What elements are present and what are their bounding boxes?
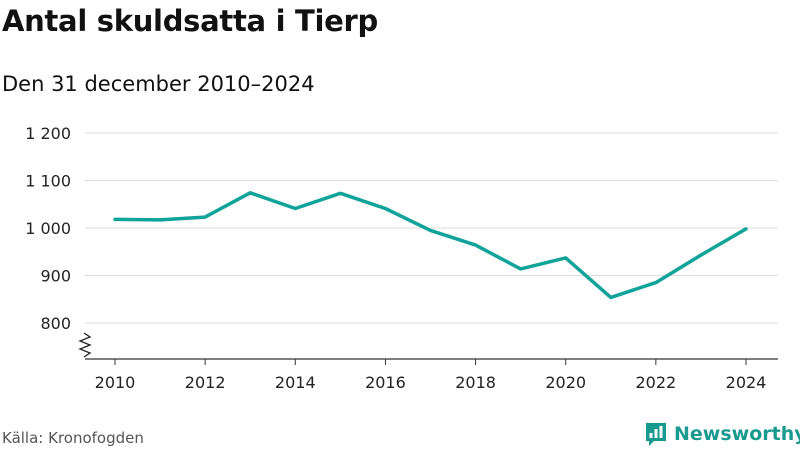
y-tick-label: 900 <box>40 267 71 286</box>
y-tick-label: 1 100 <box>25 172 71 191</box>
series-layer <box>113 191 748 300</box>
y-tick-label: 1 000 <box>25 219 71 238</box>
series-line-0 <box>113 191 748 300</box>
y-axis-labels: 800 900 1 000 1 100 1 200 <box>25 124 71 333</box>
x-tick-label: 2022 <box>635 373 676 392</box>
axis-break-icon <box>78 332 92 358</box>
data-point-2021 <box>609 295 613 299</box>
x-tick-label: 2012 <box>185 373 226 392</box>
data-point-2011 <box>158 218 162 222</box>
source-note: Källa: Kronofogden <box>2 429 144 447</box>
y-tick-label: 1 200 <box>25 124 71 143</box>
newsworthy-logo-icon <box>646 423 666 446</box>
data-point-2014 <box>293 207 297 211</box>
data-point-2018 <box>474 243 478 247</box>
grid-lines <box>85 132 778 324</box>
data-point-2019 <box>519 267 523 271</box>
data-point-2010 <box>113 217 117 221</box>
x-tick-label: 2014 <box>275 373 316 392</box>
x-tick-label: 2016 <box>365 373 406 392</box>
brand-logo: Newsworthy <box>644 420 800 448</box>
data-point-2017 <box>429 228 432 232</box>
data-point-2023 <box>699 253 703 257</box>
data-point-2015 <box>338 191 342 195</box>
data-point-2016 <box>383 207 387 211</box>
data-point-2020 <box>564 256 568 260</box>
x-axis-labels: 2010 2012 2014 2016 2018 2020 2022 2024 <box>95 373 767 392</box>
chart-subtitle: Den 31 december 2010–2024 <box>2 72 315 96</box>
y-tick-label: 800 <box>40 314 71 333</box>
chart-title: Antal skuldsatta i Tierp <box>2 4 378 38</box>
brand-name: Newsworthy <box>674 423 800 445</box>
x-tick-label: 2018 <box>455 373 496 392</box>
data-point-2022 <box>654 281 658 285</box>
x-tick-label: 2020 <box>545 373 586 392</box>
data-point-2012 <box>203 215 207 219</box>
x-tick-label: 2010 <box>95 373 136 392</box>
data-point-2013 <box>248 191 252 195</box>
x-axis <box>78 332 778 365</box>
x-tick-label: 2024 <box>726 373 767 392</box>
data-point-2024 <box>744 227 748 231</box>
